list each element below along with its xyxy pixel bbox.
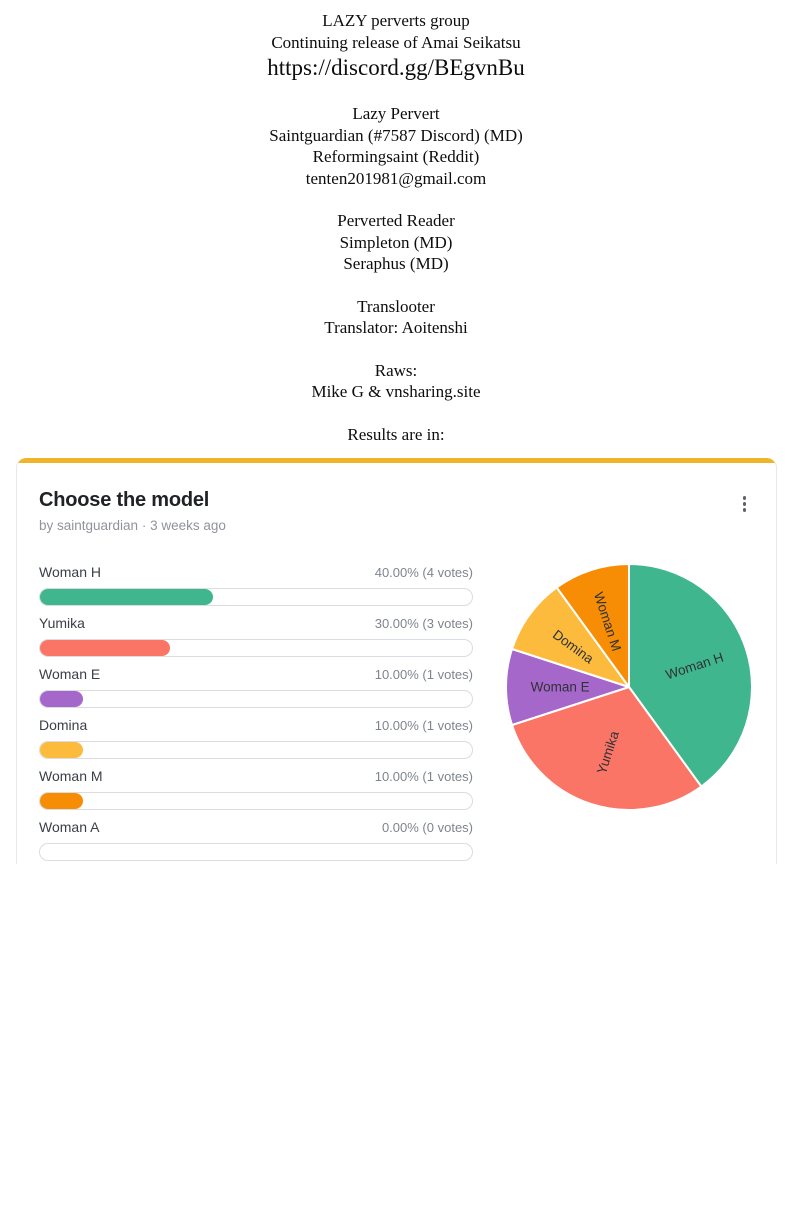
poll-option-header: Woman M 10.00% (1 votes) [39,768,473,786]
pie-slice-woman-h [628,563,753,788]
poll-option-row: Woman M 10.00% (1 votes) [39,768,473,810]
poll-byline: by saintguardian · 3 weeks ago [39,518,226,533]
pie-slice-domina [511,586,630,688]
poll-option-row: Woman H 40.00% (4 votes) [39,564,473,606]
poll-option-row: Woman E 10.00% (1 votes) [39,666,473,708]
credits-paragraph: Results are in: [347,424,445,444]
credits-paragraph: Lazy Pervert Saintguardian (#7587 Discord… [269,104,523,188]
credits-paragraph: Perverted Reader Simpleton (MD) Seraphus (… [337,211,455,273]
poll-option-header: Woman A 0.00% (0 votes) [39,819,473,837]
poll-option-bar-fill [40,793,84,809]
poll-option-label: Yumika [39,615,85,631]
credits-paragraph: Translooter Translator: Aoitenshi [324,296,468,338]
poll-card: Choose the model by saintguardian · 3 we… [16,458,777,864]
poll-option-percent: 30.00% (3 votes) [374,616,473,631]
poll-option-bar-track [39,741,473,759]
poll-option-header: Woman H 40.00% (4 votes) [39,564,473,582]
credits-block: LAZY perverts group Continuing release of… [0,10,792,445]
poll-option-bar-track [39,843,473,861]
poll-option-label: Woman M [39,768,103,784]
poll-header: Choose the model by saintguardian · 3 we… [17,463,776,534]
poll-option-bar-fill [40,691,84,707]
credits-paragraph: Raws: Mike G & vnsharing.site [311,360,481,402]
poll-option-label: Woman H [39,564,101,580]
poll-option-row: Yumika 30.00% (3 votes) [39,615,473,657]
poll-header-text: Choose the model by saintguardian · 3 we… [39,488,226,534]
poll-option-row: Domina 10.00% (1 votes) [39,717,473,759]
pie-slice-yumika [511,686,703,811]
poll-option-bar-fill [40,589,213,605]
poll-options-list: Woman H 40.00% (4 votes) Yumika 30.00% (3 v… [39,564,473,864]
poll-option-percent: 0.00% (0 votes) [381,820,473,835]
poll-option-label: Woman E [39,666,101,682]
poll-option-bar-fill [40,640,170,656]
poll-card-accent-bar [17,458,776,463]
kebab-menu-icon[interactable] [739,492,751,516]
pie-slice-label: Woman E [531,680,590,695]
poll-option-bar-track [39,588,473,606]
poll-option-bar-track [39,690,473,708]
poll-option-bar-track [39,639,473,657]
poll-option-header: Domina 10.00% (1 votes) [39,717,473,735]
poll-option-percent: 40.00% (4 votes) [374,565,473,580]
pie-slice-woman-e [505,647,630,727]
poll-option-percent: 10.00% (1 votes) [374,769,473,784]
poll-option-row: Woman A 0.00% (0 votes) [39,819,473,861]
poll-option-percent: 10.00% (1 votes) [374,667,473,682]
poll-option-header: Woman E 10.00% (1 votes) [39,666,473,684]
poll-option-bar-fill [40,742,84,758]
discord-url: https://discord.gg/BEgvnBu [267,55,525,80]
poll-option-percent: 10.00% (1 votes) [374,718,473,733]
poll-option-bar-track [39,792,473,810]
poll-title: Choose the model [39,489,210,511]
poll-option-header: Yumika 30.00% (3 votes) [39,615,473,633]
poll-option-label: Domina [39,717,88,733]
credits-paragraph: LAZY perverts group Continuing release of… [271,11,521,52]
poll-option-label: Woman A [39,819,100,835]
pie-slice-woman-m [555,563,630,688]
